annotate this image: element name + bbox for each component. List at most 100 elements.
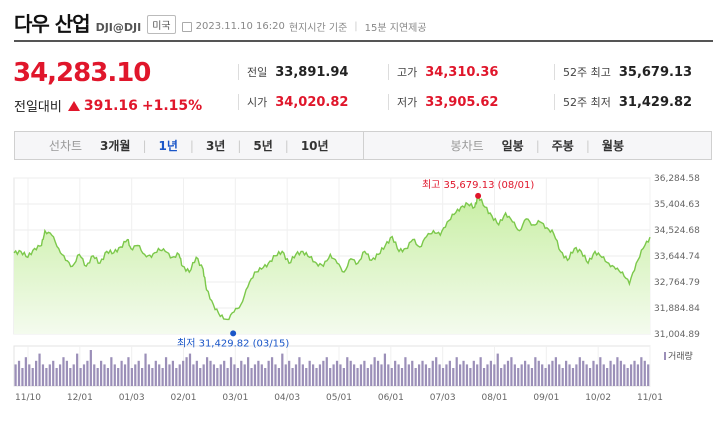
x-tick-label: 11/01 xyxy=(637,393,663,403)
volume-bar xyxy=(270,357,274,386)
volume-bar xyxy=(626,368,629,386)
volume-bar xyxy=(332,364,335,386)
volume-bar xyxy=(370,364,373,386)
volume-bar xyxy=(506,360,510,386)
stat-value: 33,891.94 xyxy=(275,65,349,80)
volume-bar xyxy=(565,360,568,386)
header-divider xyxy=(14,40,713,42)
volume-bar xyxy=(383,353,387,386)
volume-bar xyxy=(158,364,161,386)
volume-bar xyxy=(250,368,253,386)
line-chart-label: 선차트 xyxy=(48,139,83,153)
stat-value: 31,429.82 xyxy=(618,95,693,110)
volume-bar xyxy=(373,357,376,386)
tab-daily[interactable]: 일봉 xyxy=(501,139,524,153)
volume-bar xyxy=(93,364,96,386)
volume-bar xyxy=(35,360,38,386)
volume-label: 거래량 xyxy=(668,352,693,362)
volume-bar xyxy=(315,368,318,386)
volume-bar xyxy=(469,368,472,386)
volume-bar xyxy=(322,360,325,386)
stat-label: 전일 xyxy=(247,66,268,79)
volume-bar xyxy=(486,364,489,386)
page-title: 다우 산업 xyxy=(14,12,91,36)
volume-bar xyxy=(264,368,267,386)
volume-bar xyxy=(247,357,250,386)
divider: | xyxy=(284,138,289,153)
volume-bar xyxy=(154,360,157,386)
volume-bar xyxy=(411,360,414,386)
volume-bar xyxy=(229,357,233,386)
volume-bar xyxy=(58,364,62,386)
volume-bar xyxy=(52,360,55,386)
change-percent: +1.15% xyxy=(141,97,203,114)
volume-bar xyxy=(188,353,192,386)
max-marker xyxy=(475,192,482,199)
volume-bar xyxy=(342,368,345,386)
volume-bar xyxy=(414,368,417,386)
tab-3y[interactable]: 3년 xyxy=(205,139,226,153)
tab-10y[interactable]: 10년 xyxy=(300,139,329,153)
tab-1y[interactable]: 1년 xyxy=(158,139,178,153)
tab-5y[interactable]: 5년 xyxy=(253,139,273,153)
stat-label: 52주 최저 xyxy=(563,96,611,109)
price-area xyxy=(14,195,650,334)
volume-bar xyxy=(503,364,506,386)
volume-bar xyxy=(517,368,520,386)
volume-bar xyxy=(329,368,332,386)
volume-bar xyxy=(544,368,547,386)
delay-note: 15분 지연제공 xyxy=(364,22,427,34)
volume-bar xyxy=(17,360,21,386)
line-chart-tabs: 선차트 3개월 | 1년 | 3년 | 5년 | 10년 xyxy=(15,132,363,159)
volume-bar xyxy=(267,360,270,386)
volume-bar xyxy=(404,357,407,386)
volume-bar xyxy=(103,364,106,386)
volume-bar xyxy=(171,360,175,386)
volume-bar xyxy=(568,364,571,386)
volume-bar xyxy=(127,357,130,386)
volume-bar xyxy=(647,364,650,386)
volume-bar xyxy=(178,364,181,386)
tab-monthly[interactable]: 월봉 xyxy=(601,139,624,153)
volume-bar xyxy=(571,368,575,386)
stat-value: 34,020.82 xyxy=(275,95,349,110)
volume-bar xyxy=(38,353,41,386)
volume-bar xyxy=(575,364,578,386)
volume-bar xyxy=(602,364,605,386)
volume-bar xyxy=(366,368,369,386)
volume-bar xyxy=(147,364,151,386)
x-tick-label: 08/01 xyxy=(482,393,508,403)
volume-bar xyxy=(346,357,349,386)
volume-bar xyxy=(209,360,212,386)
volume-bar xyxy=(99,360,103,386)
volume-bar xyxy=(65,360,69,386)
volume-bar xyxy=(353,364,356,386)
volume-bar xyxy=(561,368,564,386)
volume-bar xyxy=(547,364,551,386)
volume-bar xyxy=(479,357,482,386)
volume-bar xyxy=(212,364,216,386)
volume-bar xyxy=(349,360,352,386)
volume-bar xyxy=(376,360,380,386)
volume-bar xyxy=(130,368,133,386)
volume-bar xyxy=(640,357,643,386)
x-tick-label: 07/03 xyxy=(430,393,456,403)
volume-bar xyxy=(500,368,503,386)
volume-bar xyxy=(113,364,116,386)
tab-3m[interactable]: 3개월 xyxy=(100,139,131,153)
volume-bar xyxy=(482,368,486,386)
volume-bar xyxy=(134,364,137,386)
volume-bar xyxy=(301,364,304,386)
min-marker xyxy=(230,330,237,337)
volume-bar xyxy=(612,364,616,386)
volume-bar xyxy=(496,353,499,386)
volume-bar xyxy=(284,364,287,386)
volume-bar xyxy=(298,357,301,386)
stat-label: 고가 xyxy=(397,66,418,79)
tab-weekly[interactable]: 주봉 xyxy=(551,139,574,153)
volume-bar xyxy=(69,368,72,386)
volume-bar xyxy=(137,360,140,386)
volume-bar xyxy=(117,368,120,386)
volume-bar xyxy=(325,357,328,386)
x-tick-label: 12/01 xyxy=(67,393,93,403)
